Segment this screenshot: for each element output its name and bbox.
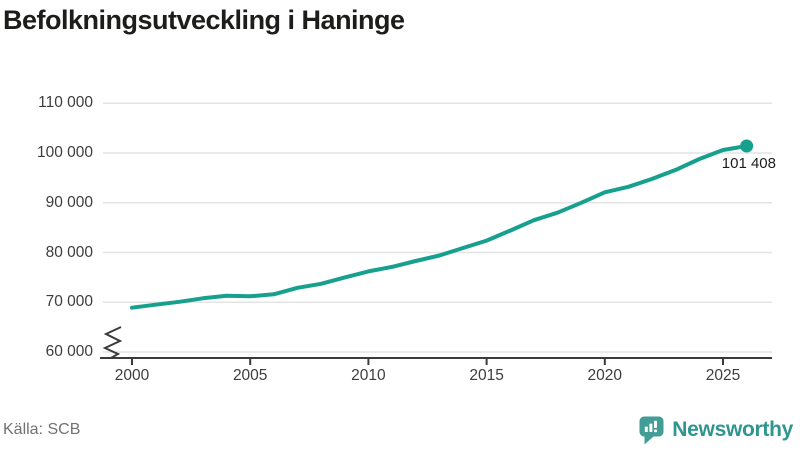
y-axis-tick-label: 70 000 bbox=[45, 293, 93, 311]
y-axis-tick-label: 100 000 bbox=[36, 144, 93, 161]
x-axis-tick-label: 2015 bbox=[469, 367, 504, 384]
x-axis-tick-label: 2025 bbox=[705, 367, 741, 384]
y-axis-break-icon bbox=[102, 326, 123, 359]
population-line-series bbox=[130, 144, 749, 310]
x-axis-tick-label: 2000 bbox=[114, 367, 150, 384]
bar-chart-glyph bbox=[645, 420, 658, 432]
last-point-marker bbox=[740, 139, 754, 153]
last-value-label: 101 408 bbox=[721, 155, 776, 172]
newsworthy-bubble-chart-icon bbox=[639, 416, 664, 444]
newsworthy-wordmark: Newsworthy bbox=[672, 418, 793, 441]
y-axis-tick-label: 80 000 bbox=[45, 243, 93, 261]
source-note: Källa: SCB bbox=[3, 421, 81, 438]
newsworthy-logo: Newsworthy bbox=[639, 415, 793, 445]
y-axis-tick-label: 110 000 bbox=[38, 94, 93, 112]
y-axis-tick-label: 90 000 bbox=[45, 193, 93, 211]
y-axis-tick-label: 60 000 bbox=[45, 343, 93, 360]
x-axis-tick-label: 2010 bbox=[351, 367, 386, 384]
x-axis-tick-label: 2020 bbox=[587, 367, 623, 384]
x-axis-tick-label: 2005 bbox=[232, 367, 268, 384]
chart-title: Befolkningsutveckling i Haninge bbox=[3, 5, 405, 35]
